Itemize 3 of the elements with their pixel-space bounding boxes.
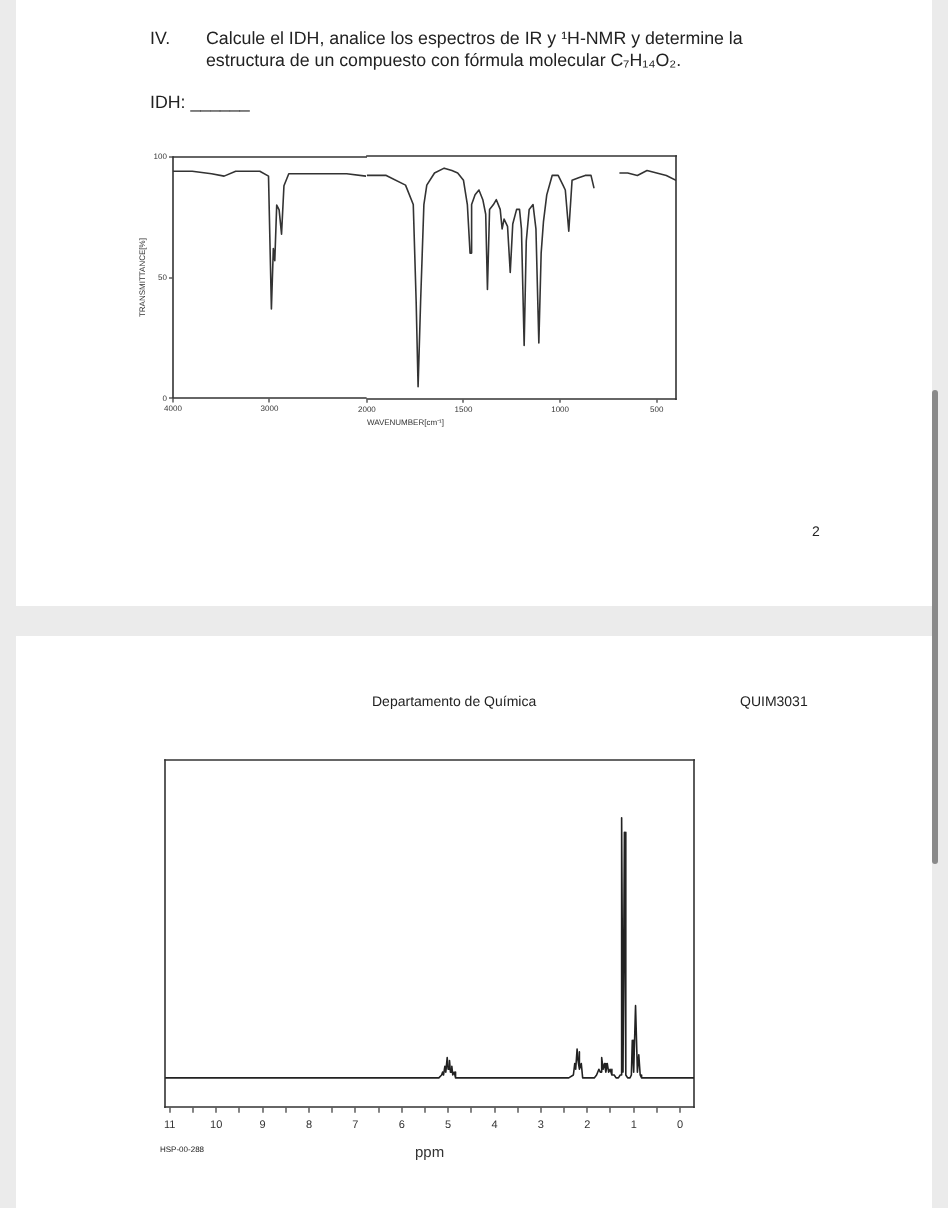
text: IDH: ______ bbox=[150, 92, 250, 114]
text: IV. bbox=[150, 28, 171, 50]
text: Calcule el IDH, analice los espectros de IR y ¹H-NMR y determine la estructura de un compuesto con fórmula molecular C₇H₁₄O₂. bbox=[206, 28, 745, 72]
